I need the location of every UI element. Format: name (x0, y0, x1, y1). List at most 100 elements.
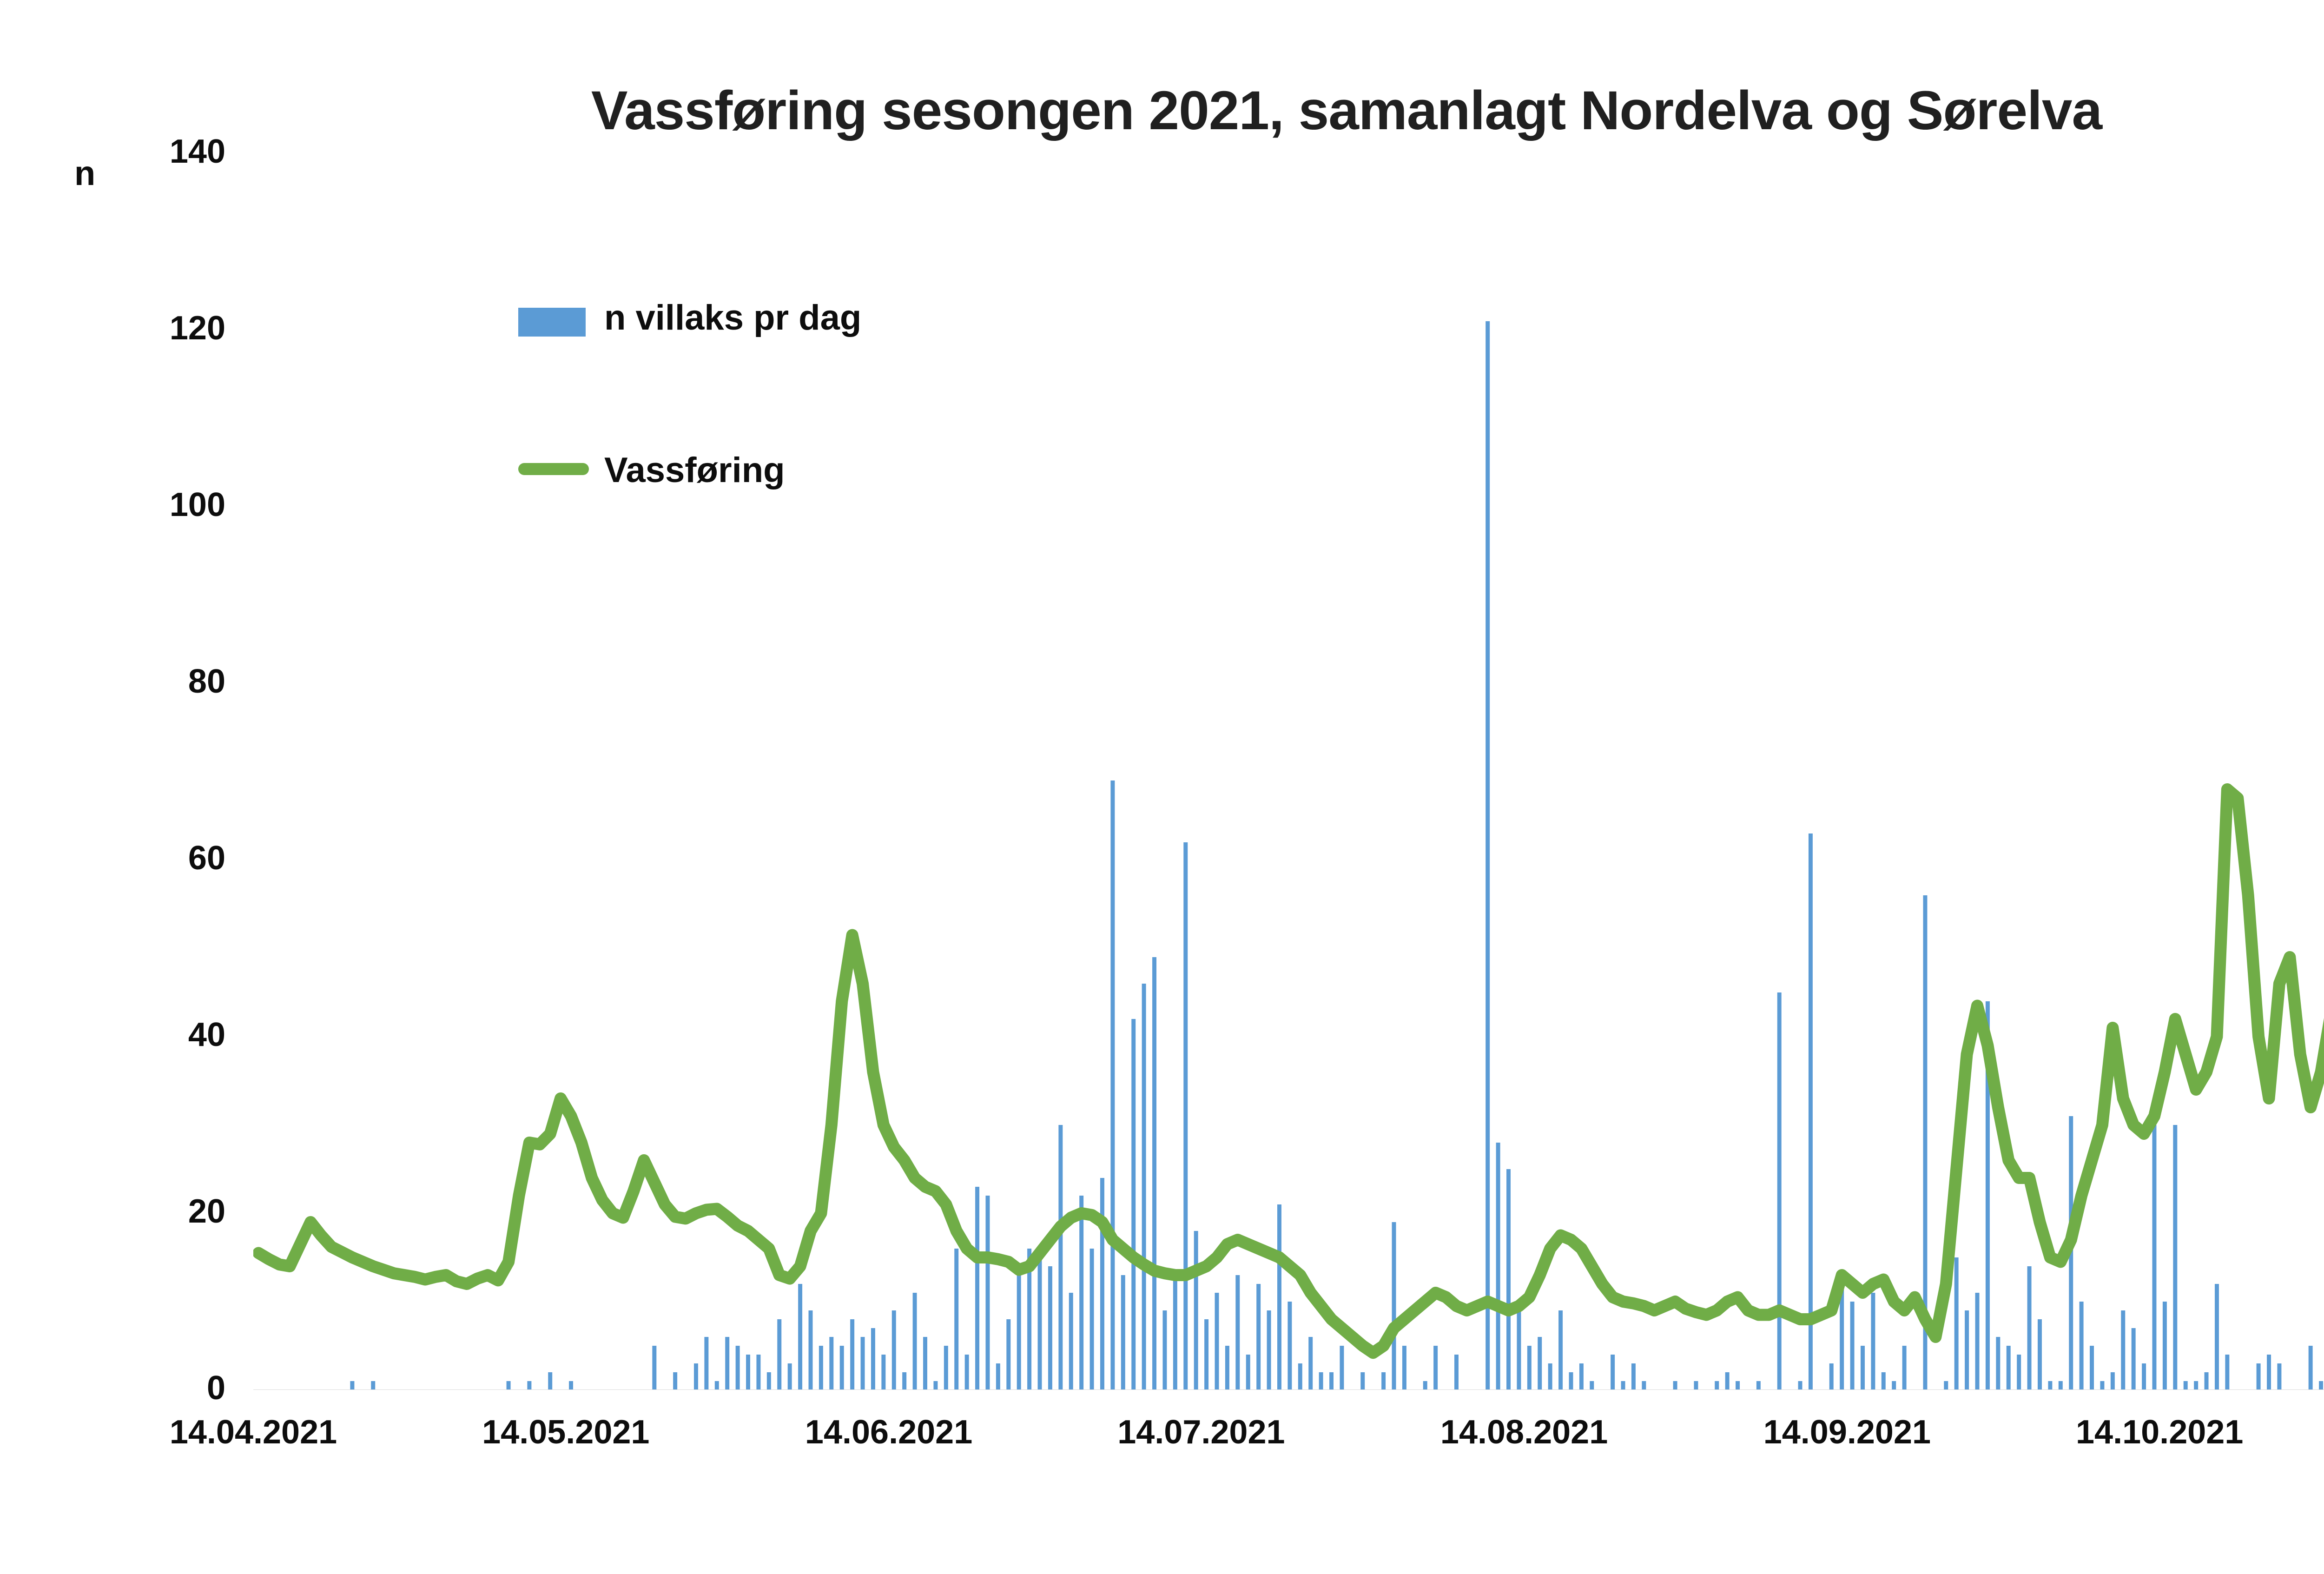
bar (985, 1196, 990, 1390)
bar (1246, 1355, 1250, 1390)
bar (2048, 1381, 2053, 1390)
bar (1006, 1319, 1011, 1390)
bar (1204, 1319, 1209, 1390)
y-tick-label: 40 (188, 1016, 225, 1053)
bar (1142, 984, 1146, 1390)
x-tick-label: 14.09.2021 (1763, 1414, 1931, 1451)
plot-svg (253, 321, 2324, 1390)
bar (798, 1284, 803, 1390)
bar (527, 1381, 532, 1390)
y-tick-label: 100 (169, 486, 225, 523)
bar (1121, 1275, 1125, 1390)
bar (1985, 1001, 1990, 1390)
bar (1923, 895, 1928, 1390)
bar (1548, 1363, 1552, 1390)
bar (2121, 1310, 2126, 1390)
bar (2173, 1125, 2178, 1390)
bar (1319, 1372, 1323, 1390)
x-tick-label: 14.04.2021 (169, 1414, 337, 1451)
bar (1590, 1381, 1594, 1390)
bar (787, 1363, 792, 1390)
bar (704, 1337, 709, 1390)
bar (1725, 1372, 1730, 1390)
bar (1048, 1266, 1052, 1390)
bar (2006, 1346, 2011, 1390)
bar (569, 1381, 574, 1390)
legend-swatch-bars-icon (518, 308, 586, 337)
bar (693, 1363, 698, 1390)
bar (975, 1187, 980, 1390)
bar (725, 1337, 730, 1390)
bar (1079, 1196, 1084, 1390)
bar (1037, 1257, 1042, 1390)
bar (673, 1372, 678, 1390)
bar (1954, 1257, 1959, 1390)
bar (1162, 1310, 1167, 1390)
bar (1173, 1275, 1177, 1390)
bar (1579, 1363, 1584, 1390)
bar (1183, 842, 1188, 1390)
bar (1944, 1381, 1948, 1390)
bar (1069, 1293, 1073, 1390)
bar (2142, 1363, 2146, 1390)
bar (1871, 1293, 1875, 1390)
plot-area (253, 153, 2324, 1390)
bar (1235, 1275, 1240, 1390)
bar (1340, 1346, 1344, 1390)
bar (371, 1381, 376, 1390)
bar (2319, 1381, 2324, 1390)
bar (829, 1337, 834, 1390)
bar (2194, 1381, 2199, 1390)
bar (1267, 1310, 1271, 1390)
bar (735, 1346, 740, 1390)
bar (1152, 957, 1157, 1390)
x-axis-ticks: 14.04.2021 14.05.2021 14.06.2021 14.07.2021… (170, 1413, 2324, 1478)
axis-lines (253, 1389, 2324, 1390)
bar (964, 1355, 969, 1390)
bar (881, 1355, 886, 1390)
bar (891, 1310, 896, 1390)
bar (2058, 1381, 2063, 1390)
bar (1433, 1346, 1438, 1390)
bar (1215, 1293, 1219, 1390)
bar (1840, 1284, 1844, 1390)
bar (902, 1372, 907, 1390)
bar (1527, 1346, 1532, 1390)
bar (2204, 1372, 2209, 1390)
bar (1736, 1381, 1740, 1390)
bar (1298, 1363, 1302, 1390)
legend-label-line: Vassføring (604, 450, 785, 490)
bar (1975, 1293, 1980, 1390)
line-series (253, 783, 2324, 1359)
bar (1694, 1381, 1698, 1390)
bar (2183, 1381, 2188, 1390)
bar-series (350, 321, 2324, 1390)
bar (1517, 1302, 1521, 1390)
bar (1756, 1381, 1761, 1390)
bar (1277, 1204, 1281, 1390)
left-axis-unit-label: n (74, 154, 96, 192)
bar (819, 1346, 823, 1390)
bar (2131, 1328, 2136, 1390)
bar (1642, 1381, 1646, 1390)
x-tick-label: 14.08.2021 (1440, 1414, 1608, 1451)
bar (1631, 1363, 1636, 1390)
bar (871, 1328, 875, 1390)
bar (2038, 1319, 2042, 1390)
bar (1558, 1310, 1563, 1390)
bar (1017, 1266, 1021, 1390)
bar (912, 1293, 917, 1390)
bar (2100, 1381, 2105, 1390)
bar (1569, 1372, 1573, 1390)
bar (756, 1355, 761, 1390)
bar (1256, 1284, 1261, 1390)
bar (1194, 1231, 1198, 1390)
y-axis-left-ticks: 0 20 40 60 80 100 120 140 (112, 135, 225, 1405)
bar (746, 1355, 750, 1390)
bar (714, 1381, 719, 1390)
bar (1892, 1381, 1896, 1390)
bar (1423, 1381, 1427, 1390)
bar (1881, 1372, 1886, 1390)
bar (2152, 1125, 2157, 1390)
bar (954, 1249, 959, 1390)
